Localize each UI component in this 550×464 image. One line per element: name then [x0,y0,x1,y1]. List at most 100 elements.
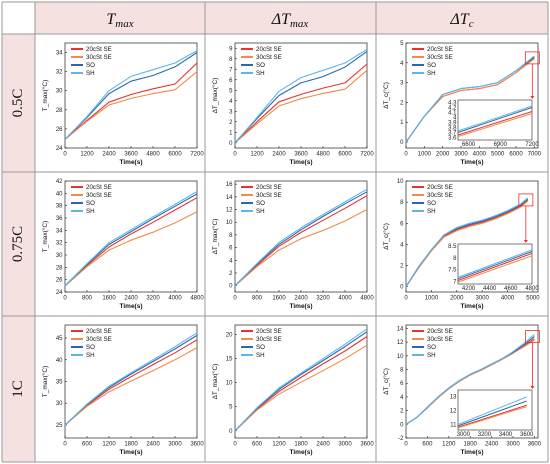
legend-label: 20cSt SE [86,184,112,191]
y-tick-label: 0 [400,422,404,428]
inset-y-tick-label: 3.8 [448,125,457,131]
y-tick-label: 32 [56,70,63,76]
inset-series-line [457,107,533,133]
x-tick-label: 3200 [146,296,160,302]
y-tick-label: 26 [56,278,63,284]
y-tick-label: 2 [400,264,404,270]
plot-frame [234,42,368,149]
x-tick-label: 3000 [338,442,352,448]
legend-label: 20cSt SE [86,328,112,335]
inset-y-tick-label: 3.6 [448,135,457,141]
series-line-sh [405,334,535,425]
series-line-sh [405,197,529,287]
y-tick-label: 4 [400,61,404,67]
chart-0.5C-dTmax: 0 1200 2400 3600 4800 6000 7200 0 1 2 3 4 5 6 7 8 9 Time(… [211,42,374,166]
x-tick-label: 2400 [272,152,286,158]
legend-label: 30cSt SE [427,54,453,61]
y-tick-label: 42 [56,179,63,185]
y-axis-label: T_max(°C) [41,80,49,112]
legend-label: 30cSt SE [256,336,282,343]
x-tick-label: 3600 [190,442,204,448]
legend-label: SO [256,344,265,351]
x-tick-label: 1800 [294,442,308,448]
inset-y-tick-label: 7.5 [448,268,457,274]
plot-frame [405,42,539,149]
series-line-20cst-se [234,336,368,432]
x-tick-label: 6000 [168,152,182,158]
x-axis-label: Time(s) [290,303,313,310]
legend-label: SH [256,70,265,77]
x-tick-label: 0 [404,442,408,448]
y-axis-label: ΔT_c(°C) [382,223,390,250]
x-tick-label: 7200 [360,152,374,158]
plot-frame [234,324,368,439]
inset-y-tick-label: 4 [453,115,457,121]
x-axis-label: Time(s) [290,159,313,166]
x-tick-label: 0 [233,442,237,448]
x-tick-label: 4800 [146,152,160,158]
series-line-30cst-se [64,211,198,287]
legend-label: SH [86,352,95,359]
col-header-dtmax: ΔTmax [271,11,309,30]
x-tick-label: 4800 [190,296,204,302]
inset-y-tick-label: 7 [453,279,457,285]
x-tick-label: 2400 [316,442,330,448]
x-tick-label: 2000 [436,152,450,158]
series-line-so [64,334,198,426]
inset-series-line [457,396,527,425]
y-tick-label: 15 [226,357,233,363]
series-line-sh [405,55,535,143]
y-tick-label: 0 [229,284,233,290]
inset-x-tick-label: 4800 [525,286,539,292]
y-axis-label: T_max(°C) [41,366,49,398]
inset-series-line [457,252,533,281]
inset-y-tick-label: 4.3 [448,100,457,106]
series-line-so [64,52,198,140]
y-tick-label: 6 [400,221,404,227]
col-header-dtc: ΔTc [449,11,473,30]
zoom-arrow-head [530,96,535,99]
inset-y-tick-label: 13 [450,395,457,401]
x-tick-label: 1200 [102,442,116,448]
chart-0.75C-dTmax: 0 800 1600 2400 3200 4000 4800 0 2 4 6 8 10 12 14 16 Tim… [211,180,374,310]
series-line-30cst-se [234,69,368,144]
inset-x-tick-label: 6600 [462,142,476,148]
inset-series-line [457,255,533,283]
x-tick-label: 0 [404,152,408,158]
y-tick-label: 32 [56,241,63,247]
x-tick-label: 4800 [360,296,374,302]
x-tick-label: 4000 [501,296,515,302]
legend-label: 30cSt SE [256,54,282,61]
inset-x-tick-label: 7200 [525,142,539,148]
inset-series-line [457,113,533,137]
legend-label: SH [427,208,436,215]
y-tick-label: 1 [229,130,233,136]
y-tick-label: 4 [400,395,404,401]
y-tick-label: 10 [397,354,404,360]
y-tick-label: 10 [226,381,233,387]
y-tick-label: 26 [56,127,63,133]
inset-series-line [457,404,527,428]
y-tick-label: 25 [56,423,63,429]
y-tick-label: 20 [226,333,233,339]
y-tick-label: 2 [229,120,233,126]
y-tick-label: 5 [229,405,233,411]
x-tick-label: 0 [233,296,237,302]
inset-x-tick-label: 3400 [499,432,513,438]
inset-x-tick-label: 4200 [462,286,476,292]
x-tick-label: 600 [422,442,433,448]
series-line-sh [64,332,198,426]
series-line-so [234,50,368,144]
y-tick-label: 2 [400,409,404,415]
legend-label: 20cSt SE [427,184,453,191]
y-axis-label: ΔT_max(°C) [211,364,219,400]
x-tick-label: 3600 [360,442,374,448]
x-tick-label: 6000 [338,152,352,158]
x-tick-label: 0 [233,152,237,158]
inset-series-line [457,249,533,278]
row-header-background [2,34,35,462]
chart-1C-Tmax: 0 600 1200 1800 2400 3000 3600 25 30 35 40 45 Time(s… [41,324,204,456]
x-tick-label: 1800 [124,442,138,448]
x-tick-label: 2400 [294,296,308,302]
